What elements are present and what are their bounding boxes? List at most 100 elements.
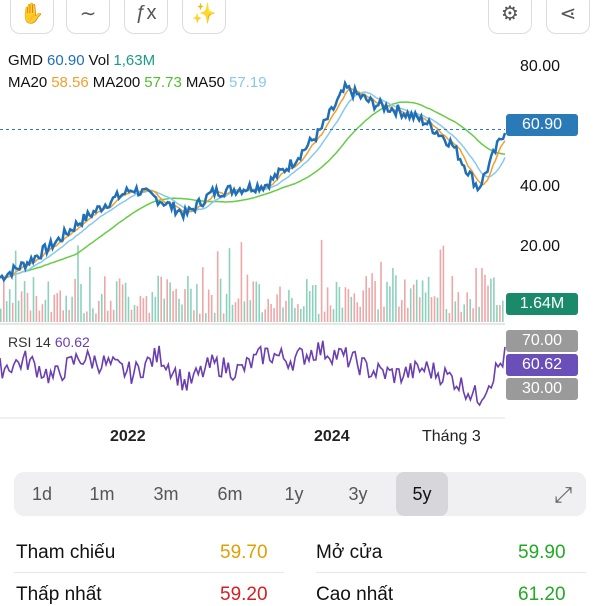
function-icon: ƒx [135,1,157,24]
rsi-line [0,340,506,407]
volume-bar [246,274,249,322]
legend-line-1: GMD 60.90 Vol 1,63M [8,52,159,69]
volume-bar [282,307,284,322]
volume-bar [172,291,174,322]
volume-bar [314,285,317,322]
volume-bar [14,250,17,322]
volume-bar [261,312,263,322]
range-6m[interactable]: 6m [217,483,243,504]
volume-bar [234,302,237,322]
volume-bar [145,296,148,322]
volume-bar [222,313,225,322]
volume-bar [133,305,136,322]
gear-icon: ⚙ [501,2,519,25]
volume-bar [207,289,210,322]
volume-bar [50,311,53,322]
chart-toolbar: ✋ ∼ ƒx ✨ ⚙ ⋖ [0,0,600,36]
volume-bar [178,298,180,322]
line-tool-button[interactable]: ∼ [66,0,110,34]
volume-bar [347,289,350,322]
function-button[interactable]: ƒx [124,0,168,34]
ma20-value: 58.56 [51,74,89,91]
volume-bar [77,245,79,322]
volume-bar [127,296,130,322]
mo-cua-label: Mở cửa [316,542,383,563]
range-1y[interactable]: 1y [284,483,304,504]
volume-bar [68,310,70,322]
volume-bar [362,290,364,322]
volume-bar [240,242,243,322]
volume-bar [41,304,44,322]
volume-bar [442,245,445,322]
volume-bar [237,298,240,322]
expand-icon[interactable]: ⤢ [554,482,572,507]
volume-bar [475,268,477,322]
ma50-value: 57.19 [229,74,267,91]
volume-bar [279,286,281,322]
y-tick-40: 40.00 [520,178,561,195]
volume-bar [332,309,335,322]
volume-bar [493,277,495,322]
rsi-current-badge: 60.62 [506,354,578,376]
volume-bar [29,310,32,322]
volume-bar [398,306,400,322]
range-1d[interactable]: 1d [31,483,53,504]
volume-bar [56,293,58,322]
volume-bar [365,276,367,322]
hand-tool-button[interactable]: ✋ [10,0,54,34]
volume-bar [472,308,474,322]
magic-wand-icon: ✨ [191,2,217,25]
volume-bar [386,281,388,322]
volume-bar [74,279,76,322]
volume-bar [421,280,424,322]
volume-bar [463,304,465,322]
volume-bar [418,297,421,322]
volume-bar [216,251,219,322]
volume-bar [350,296,353,322]
volume-bar [409,288,412,322]
volume-bar [306,279,308,322]
rsi-legend-value: 60.62 [54,334,90,350]
volume-bar [101,294,103,322]
volume-bar [121,284,124,322]
x-label-month: Tháng 3 [422,428,481,445]
x-label-2024: 2024 [314,428,350,445]
volume-bar [499,305,501,322]
volume-bar [80,284,82,322]
volume-bar [294,308,296,322]
volume-bar [181,304,183,322]
volume-bar [273,308,275,322]
line-tool-icon: ∼ [79,2,97,25]
share-button[interactable]: ⋖ [546,0,590,34]
range-5y[interactable]: 5y [396,472,448,516]
price-chart[interactable] [0,0,600,420]
volume-bar [187,276,189,322]
rsi-upper-badge: 70.00 [506,330,578,352]
range-3y[interactable]: 3y [348,483,368,504]
y-tick-80: 80.00 [520,58,561,75]
legend-line-2: MA20 58.56 MA200 57.73 MA50 57.19 [8,74,271,91]
volume-bar [344,287,347,322]
volume-bar [151,292,154,322]
range-3m[interactable]: 3m [153,483,179,504]
magic-wand-button[interactable]: ✨ [182,0,226,34]
volume-bar [32,277,35,322]
volume-bar [11,302,14,322]
settings-button[interactable]: ⚙ [488,0,532,34]
ma20-line [0,87,506,279]
volume-bar [374,281,376,322]
rsi-label: RSI 14 [8,334,51,350]
thap-nhat-label: Thấp nhất [16,584,102,605]
volume-bar [502,300,504,322]
volume-bar [415,279,418,322]
price-line [0,79,507,283]
cao-nhat-value: 61.20 [518,584,566,605]
volume-bar [371,273,373,322]
volume-badge: 1.64M [506,293,578,315]
stats-divider-right [316,572,586,573]
volume-bar [466,292,468,322]
range-1m[interactable]: 1m [89,483,115,504]
volume-bar [169,282,171,322]
volume-bar [300,309,302,322]
volume-bar [190,288,192,322]
